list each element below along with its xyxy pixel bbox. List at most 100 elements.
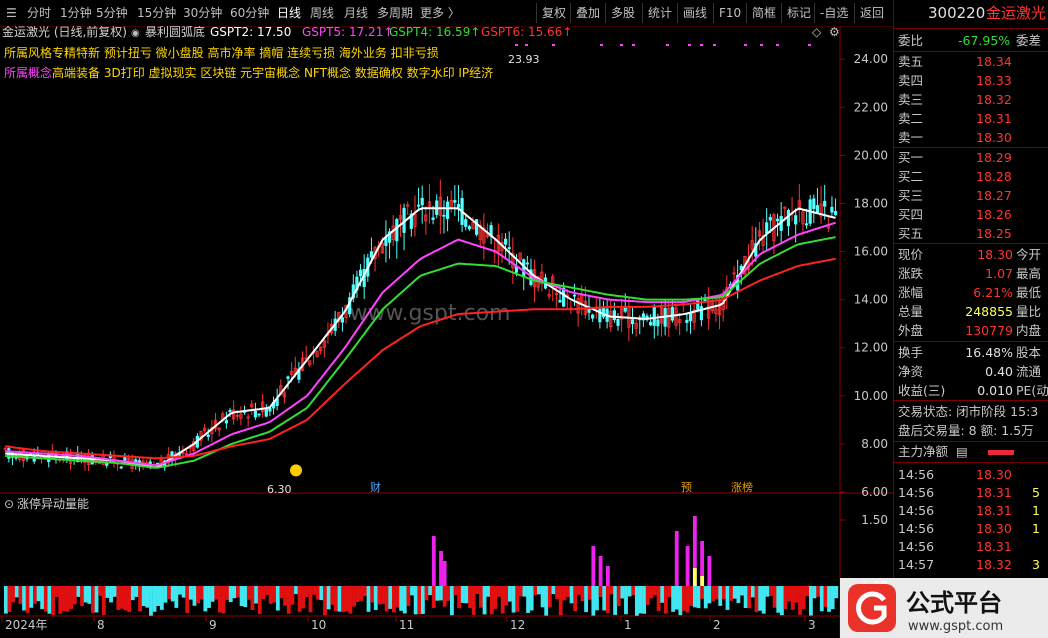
candle: [627, 296, 631, 342]
site-watermark: www.gspt.com: [350, 301, 511, 326]
diamond-icon[interactable]: ◇: [812, 26, 822, 39]
period-multi[interactable]: 多周期: [377, 6, 414, 20]
bid-price[interactable]: 18.29: [976, 150, 1012, 165]
candle: [87, 449, 91, 471]
ma-line-gspt4: [5, 236, 836, 469]
after-hours-row: 盘后交易量: 8 额: 1.5万: [894, 421, 1048, 440]
adjust-button[interactable]: 复权: [542, 6, 567, 20]
stat-label: 收益(三): [898, 383, 946, 398]
volume-energy-bars: [4, 516, 839, 616]
order-diff-label: 委差: [1016, 33, 1042, 48]
quote-stat: 总量 248855 量比: [894, 302, 1048, 321]
signal-dot: [713, 44, 716, 46]
indicator-dropdown-icon[interactable]: ◉: [131, 28, 140, 39]
candle: [119, 465, 123, 470]
price-tick-label: 14.00: [854, 293, 888, 307]
ask-price[interactable]: 18.33: [976, 73, 1012, 88]
bid-level: 买五 18.25: [894, 224, 1048, 243]
quote-stat: 换手 16.48% 股本: [894, 343, 1048, 362]
sub-indicator-icon[interactable]: ⊙: [4, 497, 14, 511]
legend-entry: GSPT4: 16.59↑: [389, 26, 480, 39]
period-15min[interactable]: 15分钟: [137, 6, 177, 20]
ask-price[interactable]: 18.31: [976, 111, 1012, 126]
stat-extra-label: 最低: [1016, 285, 1042, 300]
stat-value: 18.30: [977, 247, 1013, 262]
stat-value: 16.48%: [965, 345, 1013, 360]
toolbar-separator: [814, 3, 815, 23]
stock-name: 金运激光: [986, 4, 1047, 22]
order-ratio-label: 委比: [898, 33, 924, 48]
toolbar-separator: [605, 3, 606, 23]
candle: [224, 411, 228, 429]
candle: [833, 198, 838, 216]
candle: [217, 427, 221, 437]
overlay-button[interactable]: 叠加: [576, 6, 601, 20]
multi-stock-button[interactable]: 多股: [611, 6, 636, 20]
candle: [228, 407, 232, 417]
period-weekly[interactable]: 周线: [310, 6, 335, 20]
tick-price: 18.32: [976, 557, 1012, 572]
candle: [485, 223, 490, 239]
candle: [257, 413, 261, 418]
price-tick-label: 22.00: [854, 100, 888, 114]
period-30min[interactable]: 30分钟: [183, 6, 223, 20]
main-flow-icon[interactable]: ▤: [956, 444, 968, 459]
bid-price[interactable]: 18.25: [976, 226, 1012, 241]
event-marker[interactable]: 财: [370, 480, 381, 494]
candle: [474, 219, 479, 237]
bid-price[interactable]: 18.27: [976, 188, 1012, 203]
event-marker[interactable]: 预: [681, 481, 692, 494]
signal-dot: [600, 44, 603, 46]
ask-label: 卖二: [898, 111, 924, 126]
ask-price[interactable]: 18.32: [976, 92, 1012, 107]
ask-label: 卖三: [898, 92, 924, 107]
time-tick-label: 11: [399, 618, 414, 632]
bid-price[interactable]: 18.26: [976, 207, 1012, 222]
candle: [413, 195, 417, 237]
mark-button[interactable]: 标记: [787, 6, 812, 20]
candle: [398, 204, 403, 238]
period-60min[interactable]: 60分钟: [230, 6, 270, 20]
candle: [518, 252, 522, 263]
simple-frame-button[interactable]: 简框: [752, 6, 777, 20]
trade-status: 交易状态: 闭市阶段 15:3: [898, 404, 1039, 419]
bid-price[interactable]: 18.28: [976, 169, 1012, 184]
f10-button[interactable]: F10: [719, 6, 742, 20]
candle: [355, 270, 359, 298]
tick-volume: 1: [1032, 503, 1040, 518]
ask-level: 卖一 18.30: [894, 128, 1048, 147]
event-marker[interactable]: 涨榜: [731, 480, 753, 494]
candle: [416, 187, 421, 211]
period-more[interactable]: 更多 〉: [420, 6, 460, 20]
concept-label: 所属概念: [4, 65, 52, 80]
period-5min[interactable]: 5分钟: [96, 6, 128, 20]
stock-header: 300220 金运激光: [894, 4, 1048, 23]
signal-dot: [632, 44, 635, 46]
candle: [801, 210, 805, 235]
candle: [286, 375, 290, 390]
period-minute-chart[interactable]: 分时: [27, 6, 52, 20]
remove-watchlist-button[interactable]: -自选: [820, 6, 849, 20]
ask-price[interactable]: 18.34: [976, 54, 1012, 69]
candle: [630, 306, 635, 334]
period-daily[interactable]: 日线: [277, 6, 302, 20]
statistics-button[interactable]: 统计: [648, 6, 673, 20]
menu-icon[interactable]: ☰: [6, 6, 17, 20]
toolbar-separator: [746, 3, 747, 23]
period-monthly[interactable]: 月线: [344, 6, 369, 20]
back-button[interactable]: 返回: [860, 6, 885, 20]
kline-chart[interactable]: 24.0022.0020.0018.0016.0014.0012.0010.00…: [0, 26, 893, 638]
settings-icon[interactable]: ⚙: [829, 26, 840, 39]
tick-row: 14:56 18.31: [894, 537, 1048, 556]
time-tick-label: 2: [713, 618, 721, 632]
ask-price[interactable]: 18.30: [976, 130, 1012, 145]
draw-line-button[interactable]: 画线: [683, 6, 708, 20]
stat-extra-label: 内盘: [1016, 323, 1042, 338]
bid-label: 买一: [898, 150, 924, 165]
candle: [554, 284, 558, 308]
candle: [804, 208, 809, 229]
tick-time: 14:56: [898, 485, 935, 500]
low-price-label: 6.30: [267, 483, 292, 496]
period-1min[interactable]: 1分钟: [60, 6, 92, 20]
